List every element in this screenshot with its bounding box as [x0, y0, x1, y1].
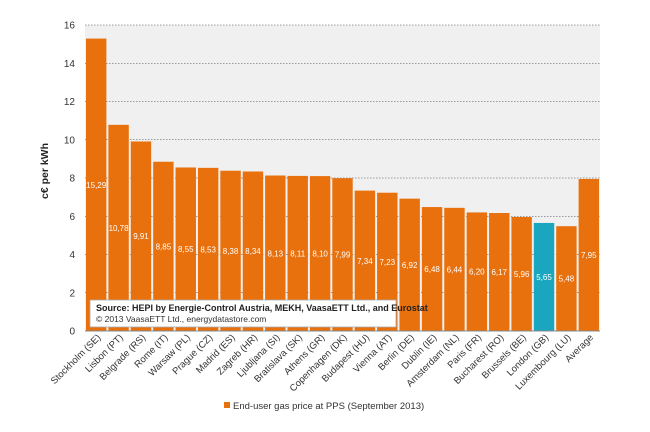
- bar-value-label: 8,53: [200, 245, 216, 254]
- legend-label: End-user gas price at PPS (September 201…: [233, 401, 424, 412]
- bar: [377, 192, 398, 331]
- bar: [444, 207, 465, 331]
- y-tick-label: 16: [64, 21, 76, 32]
- bar-value-label: 8,11: [290, 249, 306, 258]
- bar: [130, 141, 152, 331]
- bar-value-label: 7,23: [379, 258, 395, 267]
- bar: [197, 167, 219, 331]
- bar: [220, 170, 241, 331]
- bars: [86, 38, 599, 332]
- bar: [287, 175, 308, 331]
- bar-value-label: 8,34: [245, 247, 261, 256]
- bar-value-label: 5,96: [514, 270, 530, 279]
- bar-value-label: 9,91: [133, 232, 149, 241]
- bar-value-label: 8,85: [156, 242, 172, 251]
- bar-value-label: 7,95: [581, 251, 597, 260]
- bar: [153, 161, 174, 331]
- bar: [175, 167, 196, 331]
- bar: [556, 226, 577, 331]
- bar-value-label: 8,10: [312, 250, 328, 259]
- y-tick-label: 6: [69, 212, 75, 223]
- bar-value-label: 15,29: [86, 181, 107, 190]
- y-tick-label: 8: [69, 174, 75, 185]
- bar: [242, 171, 264, 331]
- bar: [309, 176, 331, 331]
- bar: [332, 178, 353, 331]
- bar-value-label: 7,99: [335, 251, 351, 260]
- y-tick-label: 2: [69, 288, 75, 299]
- source-note: Source: HEPI by Energie-Control Austria,…: [89, 299, 428, 328]
- bar-value-label: 6,44: [447, 265, 463, 274]
- bar-value-label: 8,13: [268, 249, 284, 258]
- bar: [578, 178, 599, 331]
- bar-value-label: 5,48: [559, 275, 575, 284]
- bar: [265, 175, 286, 331]
- bar-value-label: 5,65: [536, 273, 552, 282]
- y-tick-label: 4: [69, 250, 75, 261]
- bar-value-label: 7,34: [357, 257, 373, 266]
- bar-value-label: 6,20: [469, 268, 485, 277]
- y-axis-ticks: 0 2 4 6 8 10 12 14 16: [64, 21, 76, 338]
- bar: [489, 212, 510, 331]
- data-labels: 15,29 10,789,91 8,85 8,55 8,53 8,38 8,34 8,13 8,…: [86, 181, 597, 284]
- bar: [533, 222, 555, 331]
- bar: [399, 198, 420, 331]
- y-axis-label: c€ per kWh: [39, 143, 51, 199]
- bar: [86, 38, 107, 332]
- y-tick-label: 14: [64, 59, 76, 70]
- source-note-box: [89, 299, 397, 328]
- bar-value-label: 10,78: [109, 224, 130, 233]
- bar-value-label: 6,92: [402, 261, 418, 270]
- bar: [511, 217, 532, 331]
- bar: [108, 124, 129, 332]
- x-axis-ticks: Stockholm (SE)Lisbon (PT)Belgrade (RS)Ro…: [49, 332, 596, 394]
- y-tick-label: 0: [69, 327, 75, 338]
- bar: [466, 212, 488, 331]
- bar: [354, 190, 376, 331]
- bar-value-label: 8,55: [178, 245, 194, 254]
- source-note-copyright: © 2013 VaasaETT Ltd., energydatastore.co…: [96, 314, 266, 324]
- bar-value-label: 8,38: [223, 247, 239, 256]
- bar-value-label: 6,48: [424, 265, 440, 274]
- bar-value-label: 6,17: [491, 268, 507, 277]
- y-tick-label: 12: [64, 97, 76, 108]
- source-note-title: Source: HEPI by Energie-Control Austria,…: [96, 303, 428, 313]
- bar: [421, 207, 443, 331]
- y-tick-label: 10: [64, 135, 76, 146]
- legend: End-user gas price at PPS (September 201…: [224, 401, 424, 412]
- legend-swatch: [224, 402, 230, 408]
